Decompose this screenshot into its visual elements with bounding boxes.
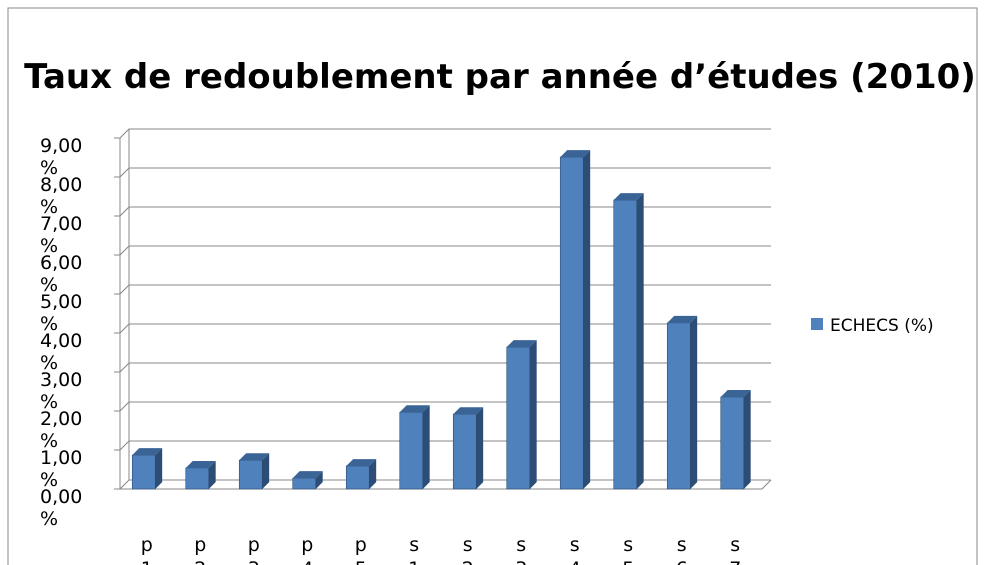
bar [506,346,531,490]
bar-top [185,461,216,468]
bar [559,156,584,490]
grid-line [119,440,771,451]
floor [120,479,772,490]
bar-top [453,407,484,415]
chart-title: Taux de redoublement par année d’études … [24,57,976,97]
bar-side [743,390,751,489]
bar-top [667,315,698,323]
bar-top [560,150,591,158]
bar-side [636,193,644,490]
x-tick-label: s7 [729,534,741,565]
x-tick-label: p3 [248,534,260,565]
x-tick-label: p4 [301,534,313,565]
y-tick-label: 7,00 % [40,213,88,257]
y-tick-label: 1,00 % [40,447,88,491]
grid-line [119,284,771,295]
bar-side [476,407,484,489]
grid-line [119,245,771,256]
bar [613,199,638,490]
bar-top [132,448,163,456]
bar-top [239,453,270,461]
y-tick-label: 4,00 % [40,330,88,374]
bar [345,465,370,490]
grid-line [119,128,771,139]
bar-top [346,459,377,466]
bar [399,411,424,490]
chart-border [7,7,978,565]
bar-side [369,459,377,489]
y-tick-label: 9,00 % [40,135,88,179]
y-tick-label: 0,00 % [40,486,88,530]
bar [185,467,210,490]
bar [292,477,317,490]
y-tick-label: 3,00 % [40,369,88,413]
bar-side [315,471,323,489]
bar-side [208,461,216,489]
bar-top [399,405,430,413]
x-tick-label: p1 [141,534,153,565]
grid-line [119,401,771,412]
grid-line [119,206,771,217]
x-tick-label: s5 [622,534,634,565]
x-tick-label: s4 [569,534,581,565]
bar-top [720,390,751,397]
bar-top [613,193,644,201]
grid-line [119,362,771,373]
x-tick-label: p2 [194,534,206,565]
grid-line [119,167,771,178]
bar [720,396,745,490]
bar [238,459,263,490]
y-tick-label: 6,00 % [40,252,88,296]
x-tick-label: s6 [676,534,688,565]
grid-line [119,323,771,334]
bar-side [155,448,163,489]
legend-label: ECHECS (%) [830,316,934,336]
grid-line [119,479,771,490]
y-tick-label: 2,00 % [40,408,88,452]
x-tick-label: s1 [408,534,420,565]
bar [452,413,477,490]
bar [131,454,156,490]
bar-side [529,340,537,489]
bar-top [292,471,323,479]
legend-swatch [811,318,823,330]
bar-side [690,315,698,489]
x-tick-label: s3 [515,534,527,565]
bar-side [583,150,591,489]
x-tick-label: p5 [355,534,367,565]
bar-top [506,340,537,348]
bar-side [422,405,430,489]
y-tick-label: 5,00 % [40,291,88,335]
y-tick-label: 8,00 % [40,174,88,218]
bar-side [262,453,270,489]
x-tick-label: s2 [462,534,474,565]
bar [666,322,691,490]
